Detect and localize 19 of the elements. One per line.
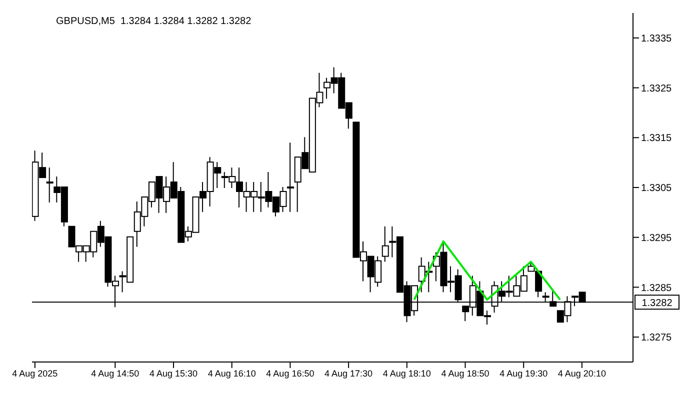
x-tick-label: 4 Aug 18:10 <box>382 368 431 378</box>
y-tick-label: 1.3285 <box>641 282 672 294</box>
x-tick-label: 4 Aug 17:30 <box>324 368 373 378</box>
x-tick-label: 4 Aug 15:30 <box>149 368 198 378</box>
x-tick-label: 4 Aug 16:50 <box>266 368 314 378</box>
chart-title: GBPUSD,M5 1.3284 1.3284 1.3282 1.3282 <box>56 16 252 27</box>
x-tick-label: 4 Aug 2025 <box>12 368 58 378</box>
y-tick-label: 1.3335 <box>641 33 672 44</box>
ref-line-label: 1.3282 <box>642 298 673 310</box>
x-tick-label: 4 Aug 16:10 <box>208 368 256 378</box>
y-tick-label: 1.3305 <box>641 183 672 194</box>
x-tick-label: 4 Aug 18:50 <box>441 368 490 378</box>
y-tick-label: 1.3315 <box>641 133 672 144</box>
y-tick-label: 1.3295 <box>641 232 672 244</box>
y-tick-label: 1.3275 <box>641 332 672 344</box>
x-tick-label: 4 Aug 14:50 <box>91 368 140 378</box>
y-tick-label: 1.3325 <box>641 83 672 94</box>
x-tick-label: 4 Aug 19:30 <box>500 368 548 378</box>
x-tick-label: 4 Aug 20:10 <box>558 368 606 378</box>
